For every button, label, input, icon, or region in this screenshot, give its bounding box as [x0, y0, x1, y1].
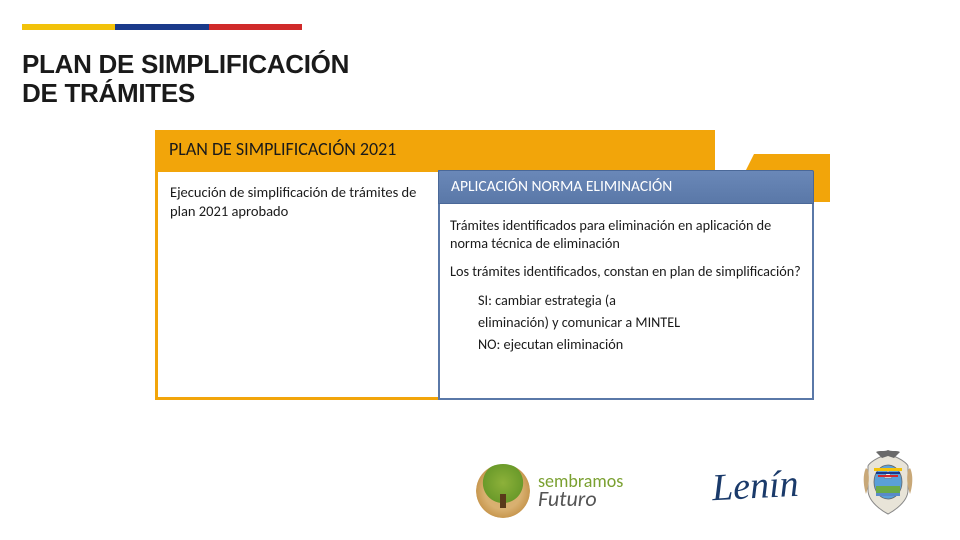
sembramos-l2: Futuro — [538, 489, 623, 509]
norma-si-line2: eliminación) y comunicar a MINTEL — [450, 313, 802, 331]
plan-2021-body: Ejecución de simplificación de trámites … — [170, 183, 430, 220]
sembramos-text: sembramos Futuro — [538, 473, 623, 509]
tree-icon — [476, 464, 530, 518]
logo-sembramos-futuro: sembramos Futuro — [476, 464, 623, 518]
norma-p2: Los trámites identificados, constan en p… — [450, 262, 802, 280]
page-title: PLAN DE SIMPLIFICACIÓN DE TRÁMITES — [22, 50, 349, 107]
norma-header: APLICACIÓN NORMA ELIMINACIÓN — [438, 170, 814, 204]
ecuador-shield-icon — [858, 448, 918, 518]
norma-si-line1: SI: cambiar estrategia (a — [450, 291, 802, 309]
norma-eliminacion-box: APLICACIÓN NORMA ELIMINACIÓN Trámites id… — [438, 170, 814, 400]
plan-2021-header: PLAN DE SIMPLIFICACIÓN 2021 — [155, 130, 715, 172]
flag-red — [209, 24, 302, 30]
norma-no: NO: ejecutan eliminación — [450, 335, 802, 353]
norma-p1: Trámites identificados para eliminación … — [450, 216, 802, 252]
logo-lenin: Lenín — [711, 462, 800, 510]
title-line1: PLAN DE SIMPLIFICACIÓN — [22, 49, 349, 79]
norma-body: Trámites identificados para eliminación … — [450, 216, 802, 357]
ecuador-flag-bar — [22, 24, 302, 30]
flag-yellow — [22, 24, 115, 30]
title-line2: DE TRÁMITES — [22, 78, 195, 108]
flag-blue — [115, 24, 208, 30]
